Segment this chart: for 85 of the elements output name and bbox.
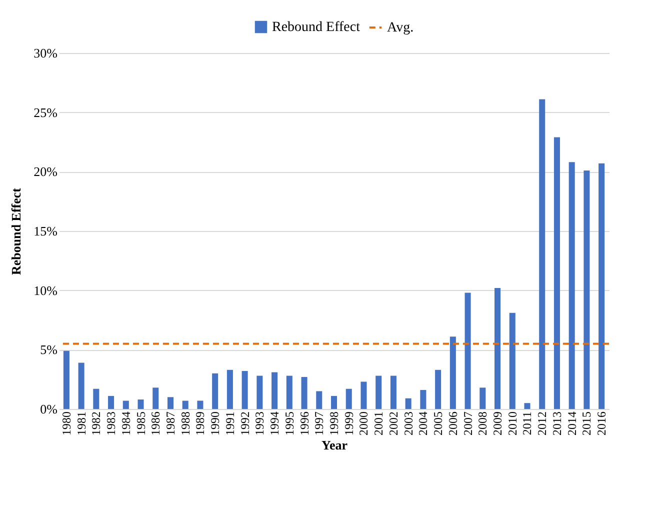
bar: [182, 400, 188, 409]
x-tick-label: 1983: [104, 412, 118, 436]
x-tick-label: 2009: [490, 412, 505, 436]
x-tick-label: 1998: [327, 412, 341, 436]
bar: [330, 396, 338, 409]
bar: [524, 403, 530, 409]
bar: [480, 388, 486, 409]
x-tick-label: 2007: [460, 412, 475, 436]
x-tick-label: 2000: [356, 412, 371, 436]
bar: [122, 400, 129, 409]
legend-label: Rebound Effect: [272, 20, 360, 35]
x-tick-label: 1987: [163, 412, 178, 436]
y-tick-label: 5%: [40, 342, 58, 358]
bar: [376, 376, 382, 409]
bar: [420, 390, 426, 409]
bar: [464, 292, 471, 409]
x-tick-label: 2001: [372, 412, 386, 436]
bar: [78, 362, 84, 409]
y-axis-title: Rebound Effect: [8, 187, 24, 276]
bar: [301, 376, 308, 409]
bar: [167, 397, 174, 409]
x-tick-label: 2005: [431, 412, 446, 436]
bar: [554, 137, 560, 409]
bar: [494, 288, 501, 409]
x-tick-label: 1984: [118, 412, 133, 436]
x-tick-label: 2003: [401, 412, 416, 436]
x-tick-label: 1996: [297, 412, 312, 436]
bar: [242, 371, 248, 409]
bar: [509, 312, 516, 409]
y-tick-label: 25%: [34, 104, 58, 120]
x-tick-label: 2013: [550, 412, 564, 436]
bar: [598, 163, 605, 409]
x-tick-label: 1991: [222, 412, 237, 436]
x-tick-label: 1997: [312, 412, 326, 436]
x-tick-label: 1989: [193, 412, 208, 436]
bar: [138, 400, 144, 409]
y-tick-label: 15%: [34, 224, 58, 238]
bar: [405, 398, 412, 409]
x-tick-label: 1982: [89, 412, 104, 436]
y-tick-label: 20%: [34, 164, 58, 180]
bar: [450, 336, 456, 409]
legend-label: Avg.: [387, 20, 414, 36]
x-tick-label: 1990: [208, 412, 222, 436]
x-axis-title: Year: [322, 438, 348, 452]
x-tick-label: 2008: [476, 412, 490, 436]
y-tick-label: 10%: [34, 282, 58, 298]
x-tick-label: 1980: [59, 412, 74, 436]
x-tick-label: 2006: [446, 412, 460, 436]
bar: [360, 382, 367, 409]
bar: [316, 391, 322, 409]
x-tick-label: 1986: [148, 412, 163, 436]
y-tick-label: 0%: [40, 402, 58, 416]
x-tick-label: 1995: [282, 412, 296, 436]
y-tick-label: 30%: [34, 46, 58, 60]
bar: [346, 388, 352, 409]
bar: [93, 388, 100, 409]
x-tick-label: 2004: [416, 412, 430, 436]
x-tick-label: 2015: [580, 412, 594, 436]
x-tick-label: 2002: [386, 412, 400, 436]
bar: [63, 350, 70, 409]
bar: [212, 373, 218, 409]
x-tick-label: 1981: [74, 412, 88, 436]
bar: [108, 396, 114, 409]
bar: [568, 162, 575, 409]
x-tick-label: 2012: [535, 412, 550, 436]
x-tick-label: 1999: [342, 412, 356, 436]
x-tick-label: 2010: [505, 412, 520, 436]
bar: [152, 388, 159, 409]
bar: [256, 376, 263, 409]
bar: [272, 372, 278, 409]
x-tick-label: 2014: [564, 412, 579, 436]
bar: [390, 376, 396, 409]
x-tick-label: 1994: [268, 412, 282, 436]
bar: [286, 376, 292, 409]
x-tick-label: 1988: [178, 412, 192, 436]
x-tick-label: 1993: [252, 412, 267, 436]
bar: [539, 99, 546, 409]
bar: [435, 370, 442, 409]
bar: [584, 170, 590, 409]
x-tick-label: 1992: [238, 412, 252, 436]
x-tick-label: 2011: [520, 412, 534, 436]
bar: [197, 400, 204, 409]
x-tick-label: 2016: [594, 412, 609, 436]
bar: [226, 370, 233, 409]
x-tick-label: 1985: [134, 412, 148, 436]
